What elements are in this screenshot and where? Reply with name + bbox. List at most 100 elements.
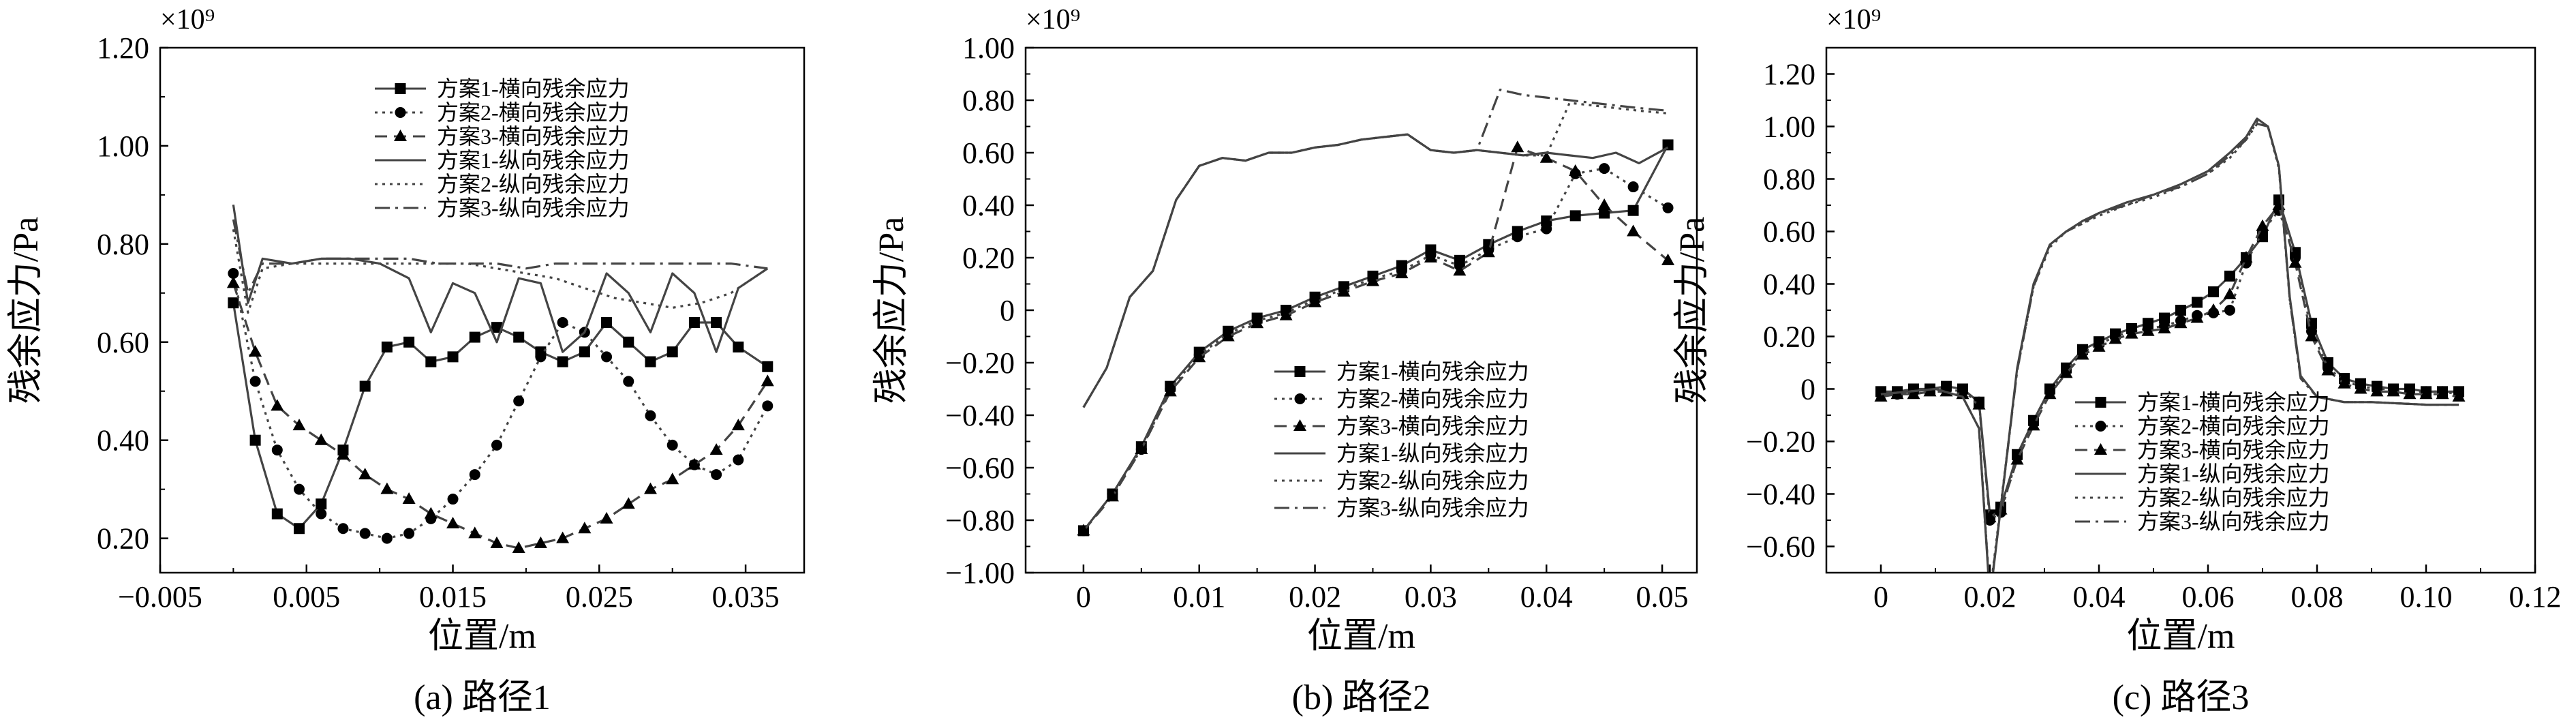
x-tick-label: 0.05 bbox=[1636, 580, 1689, 614]
data-point-3-35 bbox=[2419, 387, 2433, 400]
data-point-3-2 bbox=[249, 345, 262, 357]
data-point-3-21 bbox=[666, 472, 679, 485]
legend-entry-label: 方案2-纵向残余应力 bbox=[437, 172, 630, 196]
series-line-2 bbox=[1082, 167, 1669, 532]
data-point-2-14 bbox=[513, 395, 525, 407]
data-point-3-16 bbox=[2109, 332, 2122, 344]
data-point-3-13 bbox=[490, 536, 504, 548]
data-point-1-9 bbox=[403, 336, 415, 348]
series-line-2 bbox=[232, 273, 769, 540]
data-point-3-12 bbox=[468, 526, 482, 539]
x-tick-label: 0.04 bbox=[1520, 580, 1573, 614]
data-point-2-7 bbox=[359, 528, 371, 539]
data-point-2-2 bbox=[249, 376, 261, 387]
data-point-1-18 bbox=[601, 316, 613, 328]
y-tick-label: 1.00 bbox=[97, 130, 149, 163]
data-point-3-24 bbox=[2239, 251, 2253, 262]
data-point-3-18 bbox=[600, 511, 613, 524]
legend: 方案1-横向残余应力方案2-横向残余应力方案3-横向残余应力方案1-纵向残余应力… bbox=[375, 76, 630, 220]
legend-entry-label: 方案1-横向残余应力 bbox=[437, 76, 630, 101]
data-point-2-11 bbox=[447, 494, 459, 505]
data-point-3-12 bbox=[2043, 387, 2057, 400]
y-tick-label: 0.40 bbox=[97, 424, 149, 457]
data-point-2-23 bbox=[711, 469, 722, 481]
legend-entry-label: 方案1-横向残余应力 bbox=[1336, 359, 1529, 384]
data-point-1-1 bbox=[228, 297, 239, 309]
y-tick-label: −1.00 bbox=[945, 556, 1015, 590]
x-axis-label: 位置/m bbox=[2127, 617, 2235, 656]
data-point-3-11 bbox=[1366, 274, 1379, 286]
exponent-label: ×10⁹ bbox=[1826, 4, 1881, 35]
data-point-3-29 bbox=[2321, 363, 2335, 376]
data-point-1-17 bbox=[1541, 215, 1552, 227]
data-point-1-19 bbox=[2159, 312, 2170, 324]
y-tick-label: 1.00 bbox=[1763, 110, 1815, 144]
data-point-1-3 bbox=[271, 508, 283, 520]
legend-entry-label: 方案1-纵向残余应力 bbox=[437, 148, 630, 172]
legend-entry-label: 方案3-纵向残余应力 bbox=[2137, 509, 2330, 534]
data-point-3-24 bbox=[731, 419, 745, 431]
y-tick-label: −0.20 bbox=[1746, 425, 1815, 459]
data-point-3-20 bbox=[643, 482, 657, 494]
data-point-1-22 bbox=[688, 316, 700, 328]
y-tick-label: 0.40 bbox=[962, 189, 1015, 222]
data-point-1-23 bbox=[2224, 270, 2235, 282]
data-point-2-16 bbox=[1512, 231, 1523, 243]
data-point-3-7 bbox=[358, 468, 372, 480]
y-tick-label: −0.60 bbox=[945, 451, 1015, 485]
legend-marker bbox=[394, 130, 407, 141]
data-point-3-15 bbox=[534, 536, 547, 548]
legend-entry-label: 方案2-纵向残余应力 bbox=[1336, 468, 1529, 493]
data-point-3-17 bbox=[1539, 151, 1553, 163]
data-point-3-3 bbox=[1907, 387, 1920, 400]
series-line-4 bbox=[232, 205, 769, 353]
data-point-2-18 bbox=[601, 351, 613, 363]
data-point-3-6 bbox=[1221, 329, 1235, 342]
y-tick-label: −0.60 bbox=[1746, 530, 1815, 564]
data-point-3-18 bbox=[2141, 324, 2155, 336]
y-tick-label: 0.80 bbox=[1763, 163, 1815, 196]
legend-marker bbox=[395, 83, 406, 94]
x-tick-label: 0.03 bbox=[1405, 580, 1457, 614]
data-point-3-14 bbox=[512, 541, 525, 554]
data-point-1-20 bbox=[1627, 205, 1639, 216]
data-point-1-21 bbox=[1662, 139, 1674, 151]
x-tick-label: 0.005 bbox=[273, 580, 340, 614]
data-point-1-4 bbox=[294, 523, 305, 535]
data-point-1-13 bbox=[491, 322, 502, 333]
y-axis-label: 残余应力/Pa bbox=[1673, 217, 1712, 404]
y-tick-label: −0.20 bbox=[945, 346, 1015, 380]
data-point-1-20 bbox=[2175, 305, 2186, 316]
x-tick-label: 0 bbox=[1873, 580, 1888, 614]
x-tick-label: 0 bbox=[1076, 580, 1091, 614]
x-tick-label: 0.12 bbox=[2509, 580, 2562, 614]
data-point-3-21 bbox=[1661, 253, 1675, 265]
legend-entry-label: 方案2-纵向残余应力 bbox=[2137, 485, 2330, 510]
data-point-2-4 bbox=[294, 483, 305, 495]
x-tick-label: 0.02 bbox=[1964, 580, 2017, 614]
data-point-2-9 bbox=[403, 528, 415, 539]
data-point-3-21 bbox=[2190, 311, 2204, 323]
data-point-3-17 bbox=[578, 522, 592, 534]
legend-entry-label: 方案1-纵向残余应力 bbox=[2137, 462, 2330, 486]
plot-area bbox=[226, 205, 774, 554]
data-point-3-16 bbox=[556, 531, 570, 543]
legend-entry-label: 方案1-横向残余应力 bbox=[2137, 390, 2330, 415]
data-point-2-12 bbox=[469, 469, 480, 481]
data-point-1-5 bbox=[316, 498, 327, 510]
y-tick-label: 0.40 bbox=[1763, 268, 1815, 301]
data-point-3-30 bbox=[2337, 376, 2351, 389]
data-point-1-2 bbox=[249, 434, 261, 446]
data-point-1-18 bbox=[1569, 210, 1581, 222]
data-point-1-14 bbox=[513, 331, 525, 343]
legend-entry-label: 方案2-横向残余应力 bbox=[437, 100, 630, 125]
y-tick-label: −0.80 bbox=[945, 504, 1015, 537]
data-point-2-19 bbox=[1599, 163, 1610, 175]
y-tick-label: 0.60 bbox=[962, 136, 1015, 170]
data-point-3-1 bbox=[1874, 390, 1888, 402]
legend-entry-label: 方案2-横向残余应力 bbox=[2137, 414, 2330, 438]
x-tick-label: 0.035 bbox=[712, 580, 780, 614]
data-point-2-21 bbox=[666, 439, 678, 451]
data-point-3-20 bbox=[2174, 316, 2188, 329]
legend-marker bbox=[1293, 419, 1306, 431]
